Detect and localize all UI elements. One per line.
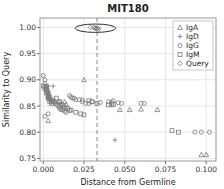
axes: 0.000 0.025 0.050 0.075 0.100 0.75 0.80 0.85 0.9… [19, 23, 217, 174]
x-grid-line [124, 18, 125, 161]
y-tick-label: 0.85 [19, 102, 36, 111]
plot-frame [40, 18, 216, 161]
series-igg [41, 74, 211, 135]
point [127, 107, 132, 111]
plot-area [41, 18, 211, 161]
point [111, 103, 115, 107]
x-tick-label: 0.075 [155, 165, 177, 174]
point [199, 152, 204, 156]
point [90, 100, 94, 104]
y-grid-line [40, 132, 216, 133]
point [117, 107, 122, 111]
point [82, 77, 87, 81]
y-tick-label: 0.90 [19, 75, 36, 84]
point [82, 113, 86, 117]
legend-marker [178, 43, 182, 47]
point [199, 130, 203, 134]
legend-label: Query [186, 59, 209, 68]
legend-marker [178, 61, 183, 66]
legend-label: IgM [186, 50, 199, 59]
ellipse [75, 24, 116, 32]
point [45, 91, 49, 95]
y-axis-label: Similarity to Query [2, 52, 11, 128]
point [46, 96, 50, 100]
legend-label: IgD [186, 32, 199, 41]
legend-box [173, 21, 213, 70]
x-grid-line [84, 18, 85, 161]
point [96, 27, 101, 32]
x-axis-label: Distance from Germline [80, 178, 175, 187]
point [41, 74, 45, 78]
point [45, 88, 49, 92]
chart: 0.000 0.025 0.050 0.075 0.100 0.75 0.80 0.85 0.9… [0, 0, 224, 189]
series-igm [41, 84, 180, 134]
reference-line [97, 18, 98, 161]
y-tick-label: 0.95 [19, 49, 36, 58]
point [95, 101, 99, 105]
point [113, 138, 118, 143]
point [155, 107, 160, 111]
point [69, 108, 73, 112]
point [74, 110, 78, 114]
point [51, 84, 56, 89]
y-tick-label: 1.00 [19, 23, 36, 32]
point [207, 130, 211, 134]
y-grid-line [40, 79, 216, 80]
x-tick-label: 0.100 [195, 165, 217, 174]
point [204, 152, 209, 156]
point [46, 118, 51, 122]
series-iga [46, 77, 209, 156]
point [46, 112, 50, 116]
legend-marker [178, 53, 182, 57]
point [177, 130, 181, 134]
series-query [88, 25, 101, 31]
grid [40, 18, 216, 161]
y-grid-line [40, 158, 216, 159]
x-grid-line [165, 18, 166, 161]
point [54, 96, 58, 100]
title: MIT180 [107, 3, 148, 14]
point [95, 27, 100, 32]
legend-label: IgG [186, 41, 199, 50]
point [119, 101, 123, 105]
legend: IgAIgDIgGIgMQuery [173, 21, 213, 70]
point [142, 101, 146, 105]
point [170, 129, 174, 133]
x-tick-label: 0.025 [73, 165, 95, 174]
point [139, 107, 144, 111]
legend-label: IgA [186, 23, 199, 32]
x-tick-label: 0.050 [114, 165, 136, 174]
point [88, 25, 93, 30]
point [193, 130, 197, 134]
plot-background [40, 18, 216, 161]
y-tick-label: 0.75 [19, 154, 36, 163]
legend-marker [178, 25, 183, 29]
y-tick-label: 0.80 [19, 128, 36, 137]
legend-marker [178, 34, 183, 39]
x-tick-label: 0.000 [33, 165, 55, 174]
series-igd [46, 84, 118, 143]
